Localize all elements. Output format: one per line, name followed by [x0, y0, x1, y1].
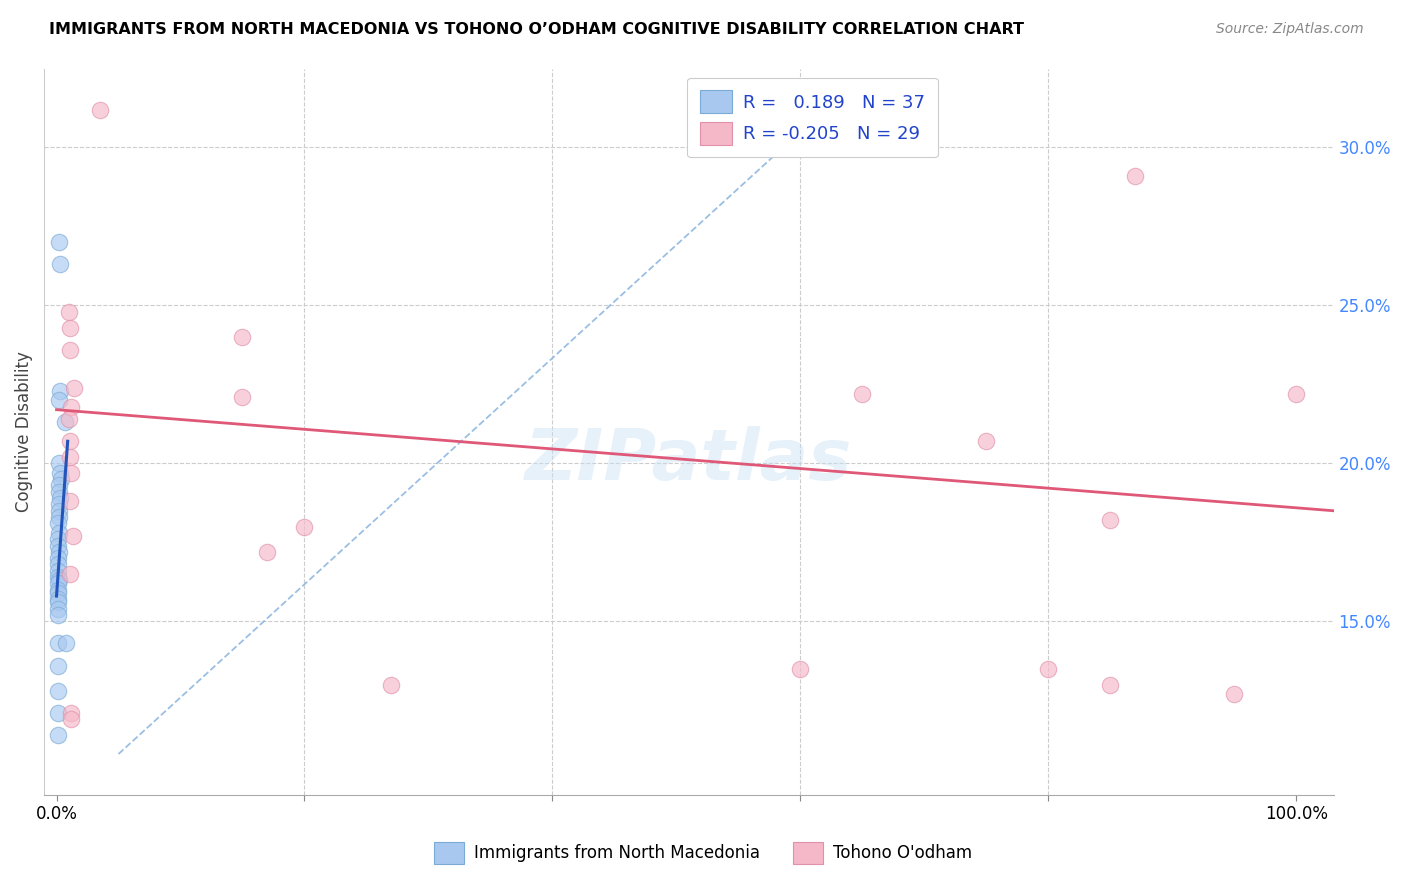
- Point: [49, 466, 72, 480]
- Point: [46, 728, 69, 742]
- Point: [46, 592, 69, 607]
- Point: [1223, 687, 1246, 701]
- Point: [1285, 387, 1308, 401]
- Point: [48, 545, 70, 559]
- Point: [48, 478, 70, 492]
- Point: [1038, 662, 1060, 676]
- Point: [48, 504, 70, 518]
- Point: [63, 380, 86, 394]
- Y-axis label: Cognitive Disability: Cognitive Disability: [15, 351, 32, 512]
- Point: [55, 636, 77, 650]
- Point: [60, 466, 83, 480]
- Point: [976, 434, 998, 449]
- Point: [59, 566, 82, 581]
- Point: [46, 636, 69, 650]
- Point: [46, 586, 69, 600]
- Point: [48, 484, 70, 499]
- Point: [46, 607, 69, 622]
- Point: [59, 320, 82, 334]
- Point: [60, 706, 83, 720]
- Point: [46, 601, 69, 615]
- Point: [46, 551, 69, 566]
- Point: [51, 472, 73, 486]
- Point: [46, 706, 69, 720]
- Point: [48, 510, 70, 524]
- Point: [1123, 169, 1146, 183]
- Point: [60, 400, 83, 414]
- Point: [231, 330, 253, 344]
- Text: IMMIGRANTS FROM NORTH MACEDONIA VS TOHONO O’ODHAM COGNITIVE DISABILITY CORRELATI: IMMIGRANTS FROM NORTH MACEDONIA VS TOHON…: [49, 22, 1024, 37]
- Point: [59, 450, 82, 464]
- Point: [256, 545, 278, 559]
- Point: [48, 235, 70, 250]
- Point: [49, 384, 72, 398]
- Point: [46, 564, 69, 578]
- Text: Source: ZipAtlas.com: Source: ZipAtlas.com: [1216, 22, 1364, 37]
- Point: [1099, 513, 1122, 527]
- Point: [46, 576, 69, 591]
- Point: [46, 570, 69, 584]
- Point: [46, 516, 69, 531]
- Point: [789, 662, 811, 676]
- Point: [49, 491, 72, 505]
- Legend: R =   0.189   N = 37, R = -0.205   N = 29: R = 0.189 N = 37, R = -0.205 N = 29: [688, 78, 938, 157]
- Text: ZIPatlas: ZIPatlas: [526, 426, 852, 495]
- Point: [58, 412, 80, 426]
- Point: [62, 529, 84, 543]
- Point: [1099, 677, 1122, 691]
- Point: [46, 595, 69, 609]
- Point: [58, 305, 80, 319]
- Point: [59, 434, 82, 449]
- Point: [46, 683, 69, 698]
- Point: [48, 456, 70, 470]
- Point: [46, 582, 69, 597]
- Point: [380, 677, 402, 691]
- Point: [46, 539, 69, 553]
- Point: [60, 712, 83, 726]
- Point: [294, 519, 316, 533]
- Point: [53, 415, 76, 429]
- Point: [59, 343, 82, 357]
- Point: [48, 525, 70, 540]
- Point: [231, 390, 253, 404]
- Point: [46, 558, 69, 572]
- Point: [48, 393, 70, 408]
- Point: [89, 103, 111, 117]
- Point: [46, 658, 69, 673]
- Point: [851, 387, 873, 401]
- Legend: Immigrants from North Macedonia, Tohono O'odham: Immigrants from North Macedonia, Tohono …: [427, 836, 979, 871]
- Point: [48, 574, 70, 588]
- Point: [48, 498, 70, 512]
- Point: [49, 257, 72, 271]
- Point: [59, 494, 82, 508]
- Point: [46, 532, 69, 546]
